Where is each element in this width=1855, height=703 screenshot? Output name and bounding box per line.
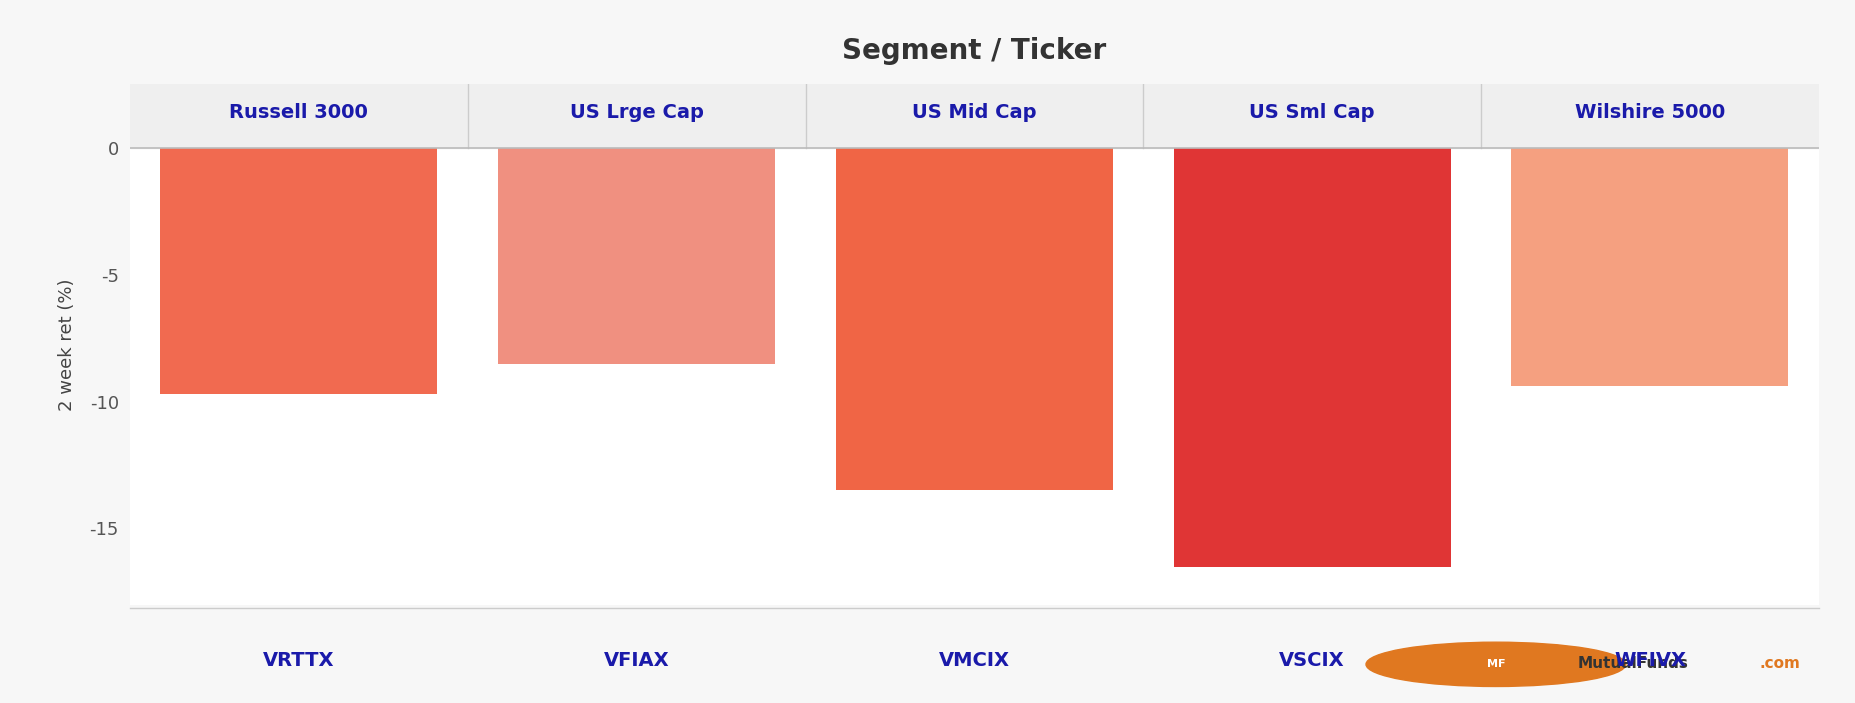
Text: VSCIX: VSCIX: [1278, 651, 1345, 671]
Bar: [160, 148, 438, 394]
Bar: [497, 148, 775, 363]
Text: VFIAX: VFIAX: [603, 651, 670, 671]
Text: WFIVX: WFIVX: [1614, 651, 1684, 671]
Bar: [1172, 148, 1451, 567]
Bar: [1510, 148, 1788, 387]
Text: US Lrge Cap: US Lrge Cap: [569, 103, 703, 122]
Text: VRTTX: VRTTX: [263, 651, 334, 671]
Text: US Sml Cap: US Sml Cap: [1248, 103, 1375, 122]
Text: Russell 3000: Russell 3000: [230, 103, 367, 122]
Text: US Mid Cap: US Mid Cap: [911, 103, 1037, 122]
Text: Wilshire 5000: Wilshire 5000: [1575, 103, 1723, 122]
Text: VMCIX: VMCIX: [939, 651, 1009, 671]
Text: .com: .com: [1759, 656, 1799, 671]
Text: MF: MF: [1486, 659, 1504, 669]
Title: Segment / Ticker: Segment / Ticker: [842, 37, 1106, 65]
Y-axis label: 2 week ret (%): 2 week ret (%): [58, 278, 76, 411]
Bar: [835, 148, 1113, 491]
Text: MutualFunds: MutualFunds: [1577, 656, 1688, 671]
Bar: [130, 84, 1818, 148]
Circle shape: [1365, 643, 1625, 686]
